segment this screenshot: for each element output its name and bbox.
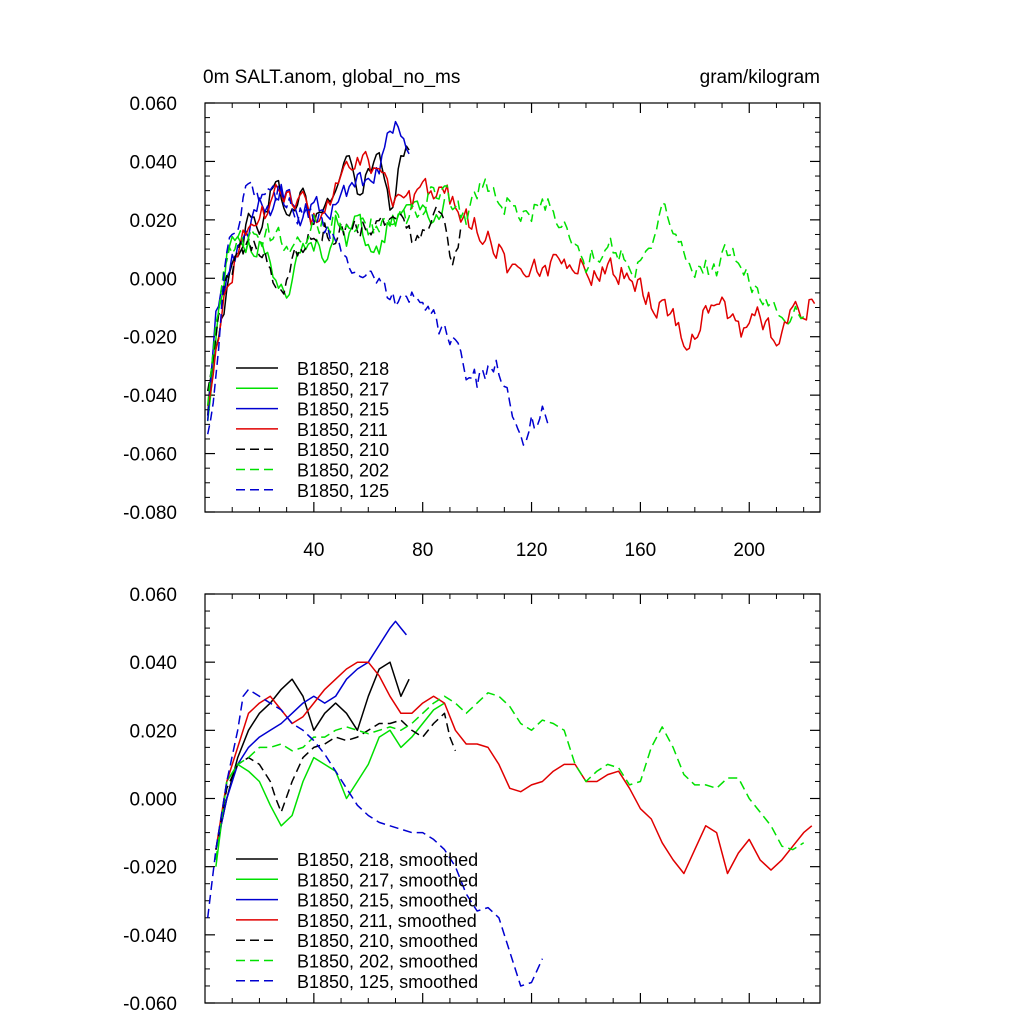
legend-label-1: B1850, 217, smoothed: [297, 870, 478, 890]
y-tick-label: 0.020: [129, 211, 177, 232]
y-tick-label: -0.020: [123, 328, 177, 349]
y-tick-label: 0.020: [129, 721, 177, 742]
series-line-0: [215, 661, 410, 850]
series-line-4: [215, 712, 457, 850]
y-tick-label: -0.060: [123, 445, 177, 466]
x-tick-label: 80: [412, 540, 433, 561]
top-panel: 0m SALT.anom, global_no_ms gram/kilogram -…: [123, 67, 821, 561]
x-tick-label: 40: [303, 540, 324, 561]
legend-label-4: B1850, 210: [297, 440, 389, 460]
y-tick-label: -0.040: [123, 386, 177, 407]
x-tick-label: 120: [516, 540, 548, 561]
units-label: gram/kilogram: [700, 67, 820, 88]
series-line-3: [215, 661, 813, 875]
legend-label-3: B1850, 211, smoothed: [297, 911, 477, 931]
y-tick-label: -0.080: [123, 503, 177, 524]
legend-label-2: B1850, 215: [297, 400, 389, 420]
y-tick-label: 0.060: [129, 585, 177, 606]
legend-label-6: B1850, 125, smoothed: [297, 972, 478, 992]
series-line-5: [215, 692, 805, 861]
y-tick-label: 0.000: [129, 269, 177, 290]
y-tick-label: 0.040: [129, 152, 177, 173]
y-tick-label: -0.020: [123, 858, 177, 879]
legend-label-0: B1850, 218, smoothed: [297, 850, 478, 870]
legend-label-5: B1850, 202, smoothed: [297, 952, 478, 972]
legend-label-1: B1850, 217: [297, 379, 389, 399]
bottom-panel: -0.060 -0.040 -0.020 0.000 0.020 0.040 0.060 B1…: [123, 585, 821, 1015]
series-line-5: [206, 178, 805, 406]
y-tick-label: -0.060: [123, 994, 177, 1015]
x-tick-label: 160: [625, 540, 657, 561]
series-line-6: [206, 181, 549, 446]
legend-label-5: B1850, 202: [297, 461, 389, 481]
series-line-4: [206, 205, 462, 392]
y-tick-label: -0.040: [123, 926, 177, 947]
y-tick-label: 0.040: [129, 653, 177, 674]
series-line-3: [206, 150, 816, 407]
x-tick-label: 200: [733, 540, 765, 561]
legend-label-6: B1850, 125: [297, 481, 389, 501]
series-line-1: [215, 702, 445, 867]
legend-label-4: B1850, 210, smoothed: [297, 931, 478, 951]
series-line-2: [215, 620, 407, 850]
y-tick-label: 0.060: [129, 94, 177, 115]
y-tick-label: 0.000: [129, 790, 177, 811]
series-line-6: [206, 688, 544, 987]
legend-label-0: B1850, 218: [297, 359, 389, 379]
chart-title: 0m SALT.anom, global_no_ms: [203, 67, 460, 88]
legend-label-3: B1850, 211: [297, 420, 388, 440]
legend-label-2: B1850, 215, smoothed: [297, 891, 478, 911]
